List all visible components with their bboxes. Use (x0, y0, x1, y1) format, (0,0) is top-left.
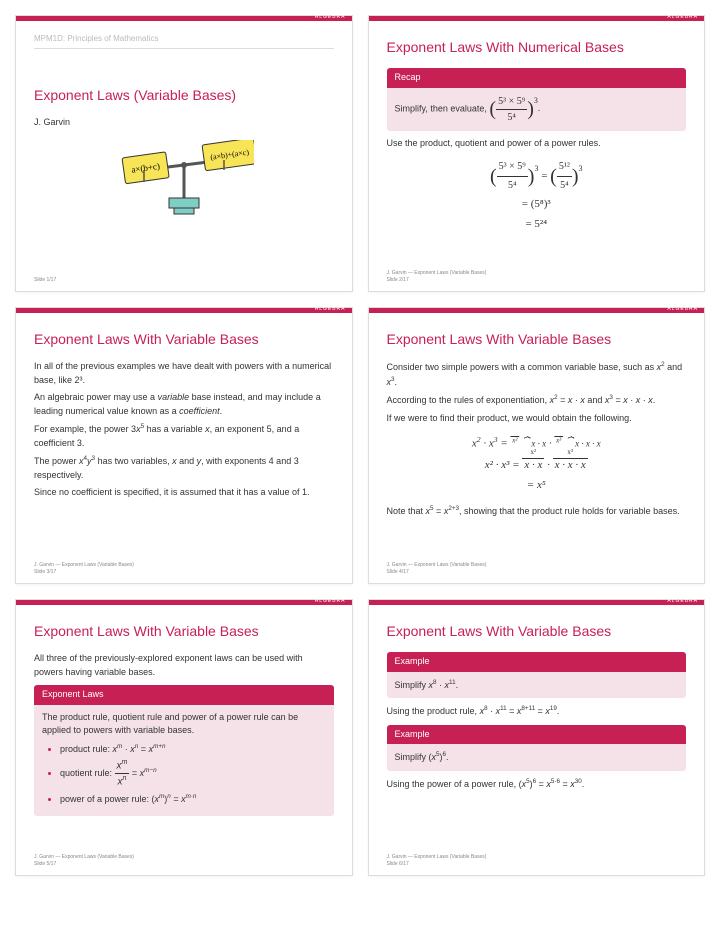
paragraph: If we were to find their product, we wou… (387, 412, 687, 426)
slide-number: Slide 5/17 (34, 861, 334, 868)
topbar-label: ALGEBRA (315, 598, 346, 604)
recap-box: Recap Simplify, then evaluate, (5³ × 5⁹5… (387, 68, 687, 131)
slide-title: Exponent Laws With Numerical Bases (387, 37, 687, 58)
balance-illustration: a×(b+c) (a×b)+(a×c) (34, 140, 334, 225)
slide-footer: J. Garvin — Exponent Laws (Variable Base… (369, 558, 705, 583)
slide-footer: J. Garvin — Exponent Laws (Variable Base… (16, 850, 352, 875)
recap-text: Simplify, then evaluate, (395, 103, 487, 113)
math-working: (5³ × 5⁹5⁴)3 = (5¹²5⁴)3 = (5⁸)³ = 5²⁴ (387, 158, 687, 235)
example-body: Simplify x8 · x11. (387, 672, 687, 699)
answer-1: Using the product rule, x8 · x11 = x8+11… (387, 704, 687, 719)
paragraph: Consider two simple powers with a common… (387, 360, 687, 389)
paragraph: An algebraic power may use a variable ba… (34, 391, 334, 418)
slide-1: ALGEBRA MPM1D: Principles of Mathematics… (15, 15, 353, 292)
recap-body: Simplify, then evaluate, (5³ × 5⁹5⁴)3. (387, 88, 687, 131)
topbar: ALGEBRA (369, 308, 705, 313)
slide-title: Exponent Laws With Variable Bases (387, 329, 687, 350)
slide-number: Slide 4/17 (387, 569, 687, 576)
slide-footer: J. Garvin — Exponent Laws (Variable Base… (369, 850, 705, 875)
slide-title: Exponent Laws With Variable Bases (387, 621, 687, 642)
topbar: ALGEBRA (16, 16, 352, 21)
example-header: Example (387, 652, 687, 672)
laws-text: The product rule, quotient rule and powe… (42, 712, 298, 736)
recap-header: Recap (387, 68, 687, 88)
paragraph: All three of the previously-explored exp… (34, 652, 334, 679)
slide-body: MPM1D: Principles of Mathematics Exponen… (16, 21, 352, 273)
divider (34, 48, 334, 49)
slide-title: Exponent Laws With Variable Bases (34, 329, 334, 350)
topbar: ALGEBRA (16, 600, 352, 605)
author: J. Garvin (34, 116, 334, 130)
paragraph: According to the rules of exponentiation… (387, 393, 687, 408)
example-box-2: Example Simplify (x5)6. (387, 725, 687, 771)
math-working-2: x² · x³ = x²x · x · x³x · x · x = x⁵ (387, 456, 687, 496)
slide-number: Slide 1/17 (34, 277, 334, 284)
laws-header: Exponent Laws (34, 685, 334, 705)
course-code: MPM1D: Principles of Mathematics (34, 33, 334, 45)
slide-number: Slide 2/17 (387, 277, 687, 284)
slide-6: ALGEBRA Exponent Laws With Variable Base… (368, 599, 706, 876)
paragraph: For example, the power 3x5 has a variabl… (34, 422, 334, 450)
laws-box: Exponent Laws The product rule, quotient… (34, 685, 334, 816)
topbar: ALGEBRA (369, 600, 705, 605)
answer-2: Using the power of a power rule, (x5)6 =… (387, 777, 687, 792)
topbar-label: ALGEBRA (315, 306, 346, 312)
example-box-1: Example Simplify x8 · x11. (387, 652, 687, 698)
law-quotient: quotient rule: xmxn = xm−n (60, 758, 326, 790)
topbar-label: ALGEBRA (315, 14, 346, 20)
example-body: Simplify (x5)6. (387, 744, 687, 771)
slide-body: Exponent Laws With Numerical Bases Recap… (369, 21, 705, 266)
slide-body: Exponent Laws With Variable Bases In all… (16, 313, 352, 558)
slide-body: Exponent Laws With Variable Bases Exampl… (369, 605, 705, 850)
topbar-label: ALGEBRA (667, 306, 698, 312)
slide-footer: J. Garvin — Exponent Laws (Variable Base… (16, 558, 352, 583)
law-power: power of a power rule: (xm)n = xm·n (60, 792, 326, 807)
paragraph: The power x4y3 has two variables, x and … (34, 454, 334, 482)
text-line: Use the product, quotient and power of a… (387, 137, 687, 151)
paragraph: In all of the previous examples we have … (34, 360, 334, 387)
paragraph: Since no coefficient is specified, it is… (34, 486, 334, 500)
topbar-label: ALGEBRA (667, 14, 698, 20)
slide-footer: Slide 1/17 (16, 273, 352, 292)
slide-title: Exponent Laws With Variable Bases (34, 621, 334, 642)
slide-number: Slide 6/17 (387, 861, 687, 868)
topbar: ALGEBRA (16, 308, 352, 313)
slide-footer: J. Garvin — Exponent Laws (Variable Base… (369, 266, 705, 291)
slide-body: Exponent Laws With Variable Bases All th… (16, 605, 352, 850)
topbar: ALGEBRA (369, 16, 705, 21)
example-header: Example (387, 725, 687, 745)
slide-5: ALGEBRA Exponent Laws With Variable Base… (15, 599, 353, 876)
paragraph: Note that x5 = x2+3, showing that the pr… (387, 504, 687, 519)
laws-body: The product rule, quotient rule and powe… (34, 705, 334, 817)
slide-number: Slide 3/17 (34, 569, 334, 576)
slide-2: ALGEBRA Exponent Laws With Numerical Bas… (368, 15, 706, 292)
slide-title: Exponent Laws (Variable Bases) (34, 85, 334, 106)
slide-4: ALGEBRA Exponent Laws With Variable Base… (368, 307, 706, 584)
law-product: product rule: xm · xn = xm+n (60, 742, 326, 757)
slide-body: Exponent Laws With Variable Bases Consid… (369, 313, 705, 558)
topbar-label: ALGEBRA (667, 598, 698, 604)
slide-3: ALGEBRA Exponent Laws With Variable Base… (15, 307, 353, 584)
